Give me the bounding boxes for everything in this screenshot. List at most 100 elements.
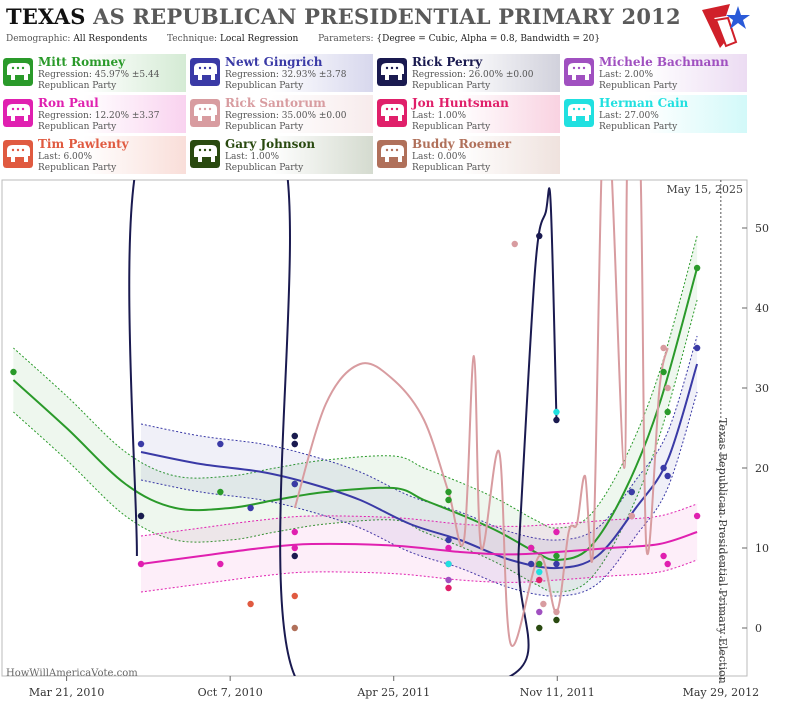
legend-stat: Last: 27.00% [599, 111, 659, 121]
x-tick-label: Apr 25, 2011 [356, 686, 430, 699]
poll-point-cain [536, 568, 543, 576]
poll-point-paul [693, 512, 701, 520]
band-upper-gingrich [140, 335, 698, 541]
legend-name: Gary Johnson [225, 137, 316, 151]
elephant-icon [190, 58, 220, 86]
poll-point-perry [291, 432, 298, 440]
legend-party: Republican Party [225, 81, 304, 91]
legend-stat: Regression: 45.97% ±5.44 [38, 70, 160, 80]
legend-item-perry[interactable]: Rick Perry Regression: 26.00% ±0.00 Republ… [374, 54, 560, 92]
y-tick-label: 30 [755, 382, 769, 395]
elephant-icon [3, 140, 33, 168]
poll-point-gingrich [247, 504, 254, 512]
poll-point-gingrich [664, 472, 671, 480]
poll-point-paul [217, 560, 224, 568]
chart-canvas: 0 10 20 30 40 50 Mar 21, 2010 Oct 7, 2010 Apr 25… [1, 179, 769, 699]
y-tick-label: 10 [755, 542, 769, 555]
title-state: TEXAS [6, 4, 86, 29]
legend-item-roemer[interactable]: Buddy Roemer Last: 0.00% Republican Party [374, 136, 560, 174]
candidate-legend: Mitt Romney Regression: 45.97% ±5.44 Repub… [0, 54, 789, 174]
legend-item-cain[interactable]: Herman Cain Last: 27.00% Republican Party [561, 95, 747, 133]
site-logo-icon [702, 4, 750, 48]
legend-stat: Last: 0.00% [412, 152, 467, 162]
poll-point-romney [445, 488, 452, 496]
legend-name: Rick Santorum [225, 96, 326, 110]
poll-point-romney [660, 368, 667, 376]
header: TEXAS AS REPUBLICAN PRESIDENTIAL PRIMARY… [0, 0, 789, 52]
poll-point-romney [553, 552, 560, 560]
y-tick-label: 40 [755, 302, 769, 315]
technique-value: Local Regression [219, 34, 299, 44]
poll-point-santorum [553, 608, 560, 616]
poll-point-romney [217, 488, 224, 496]
poll-point-paul [137, 560, 145, 568]
band-lower-paul [140, 559, 698, 593]
band-lower-gingrich [140, 391, 698, 597]
fit-line-paul [140, 531, 698, 565]
poll-point-romney [693, 264, 701, 272]
legend-name: Tim Pawlenty [38, 137, 129, 151]
poll-point-paul [664, 560, 671, 568]
legend-stat: Regression: 35.00% ±0.00 [225, 111, 347, 121]
legend-party: Republican Party [599, 81, 678, 91]
y-tick-label: 20 [755, 462, 769, 475]
x-tick-label: May 29, 2012 [683, 686, 760, 699]
legend-party: Republican Party [225, 163, 304, 173]
elephant-icon [377, 99, 407, 127]
election-label: Texas Republican Presidential Primary El… [716, 418, 729, 684]
poll-point-gingrich [628, 488, 635, 496]
poll-point-perry [291, 552, 298, 560]
elephant-icon [3, 99, 33, 127]
poll-point-gingrich [693, 344, 701, 352]
poll-point-paul [291, 528, 298, 536]
elephant-icon [564, 58, 594, 86]
parameters-value: {Degree = Cubic, Alpha = 0.8, Bandwidth … [376, 34, 601, 44]
poll-point-cain [553, 408, 560, 416]
demographic-value: All Respondents [73, 34, 148, 44]
poll-point-santorum [540, 600, 547, 608]
poll-point-perry [137, 512, 145, 520]
elephant-icon [3, 58, 33, 86]
legend-name: Michele Bachmann [599, 55, 729, 69]
demographic-label: Demographic: [6, 34, 71, 44]
poll-point-paul [445, 544, 452, 552]
legend-party: Republican Party [412, 122, 491, 132]
poll-point-perry [553, 416, 560, 424]
y-tick-label: 50 [755, 222, 769, 235]
x-tick-label: Nov 11, 2011 [520, 686, 595, 699]
legend-name: Herman Cain [599, 96, 689, 110]
legend-item-paul[interactable]: Ron Paul Regression: 12.20% ±3.37 Republic… [0, 95, 186, 133]
legend-item-romney[interactable]: Mitt Romney Regression: 45.97% ±5.44 Repub… [0, 54, 186, 92]
plot-frame [1, 179, 748, 677]
poll-point-johnson [553, 616, 560, 624]
poll-point-romney [445, 496, 452, 504]
poll-point-huntsman [445, 584, 452, 592]
poll-point-gingrich [660, 464, 667, 472]
legend-name: Mitt Romney [38, 55, 126, 69]
poll-point-romney [536, 560, 543, 568]
legend-item-pawlenty[interactable]: Tim Pawlenty Last: 6.00% Republican Party [0, 136, 186, 174]
legend-name: Ron Paul [38, 96, 99, 110]
page-title: TEXAS AS REPUBLICAN PRESIDENTIAL PRIMARY… [6, 4, 681, 29]
legend-party: Republican Party [225, 122, 304, 132]
fit-line-santorum [293, 180, 669, 648]
legend-name: Newt Gingrich [225, 55, 323, 69]
legend-item-johnson[interactable]: Gary Johnson Last: 1.00% Republican Party [187, 136, 373, 174]
legend-item-gingrich[interactable]: Newt Gingrich Regression: 32.93% ±3.78 Rep… [187, 54, 373, 92]
plot-area [10, 180, 701, 676]
poll-point-bachmann [445, 576, 452, 584]
legend-name: Buddy Roemer [412, 137, 512, 151]
legend-stat: Last: 6.00% [38, 152, 93, 162]
legend-item-santorum[interactable]: Rick Santorum Regression: 35.00% ±0.00 Rep… [187, 95, 373, 133]
legend-stat: Regression: 26.00% ±0.00 [412, 70, 534, 80]
legend-item-huntsman[interactable]: Jon Huntsman Last: 1.00% Republican Party [374, 95, 560, 133]
title-rest: AS REPUBLICAN PRESIDENTIAL PRIMARY 2012 [93, 4, 681, 29]
legend-item-bachmann[interactable]: Michele Bachmann Last: 2.00% Republican Pa… [561, 54, 747, 92]
elephant-icon [190, 99, 220, 127]
legend-stat: Last: 1.00% [225, 152, 280, 162]
band-gingrich [141, 336, 698, 597]
legend-stat: Regression: 32.93% ±3.78 [225, 70, 347, 80]
poll-point-gingrich [553, 560, 560, 568]
legend-party: Republican Party [412, 81, 491, 91]
band-romney [13, 236, 698, 593]
